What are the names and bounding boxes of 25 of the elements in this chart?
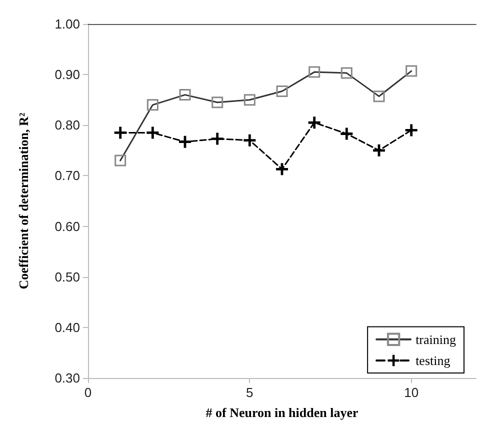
y-axis-title: Coefficient of determination, R² xyxy=(16,112,31,290)
x-tick-label: 5 xyxy=(246,385,254,400)
point xyxy=(244,134,256,146)
point xyxy=(373,144,385,156)
point xyxy=(405,124,418,136)
x-tick-label: 0 xyxy=(84,385,92,400)
point xyxy=(340,128,353,140)
x-axis-title: # of Neuron in hidden layer xyxy=(206,405,358,420)
y-tick-label: 0.90 xyxy=(54,67,80,82)
y-tick-label: 0.40 xyxy=(54,320,80,335)
point xyxy=(179,136,191,148)
point xyxy=(276,163,288,176)
y-tick-label: 1.00 xyxy=(54,16,80,32)
y-tick-label: 0.30 xyxy=(54,370,80,386)
y-tick-label: 0.60 xyxy=(54,218,80,234)
legend-label: training xyxy=(416,332,456,347)
x-tick-label: 10 xyxy=(404,385,419,400)
y-tick-label: 0.50 xyxy=(54,269,80,284)
legend-label: testing xyxy=(416,353,451,368)
point xyxy=(211,132,224,145)
point xyxy=(114,126,126,139)
point xyxy=(308,116,320,129)
y-tick-label: 0.80 xyxy=(54,118,80,133)
y-tick-label: 0.70 xyxy=(54,168,80,184)
point xyxy=(146,126,159,139)
